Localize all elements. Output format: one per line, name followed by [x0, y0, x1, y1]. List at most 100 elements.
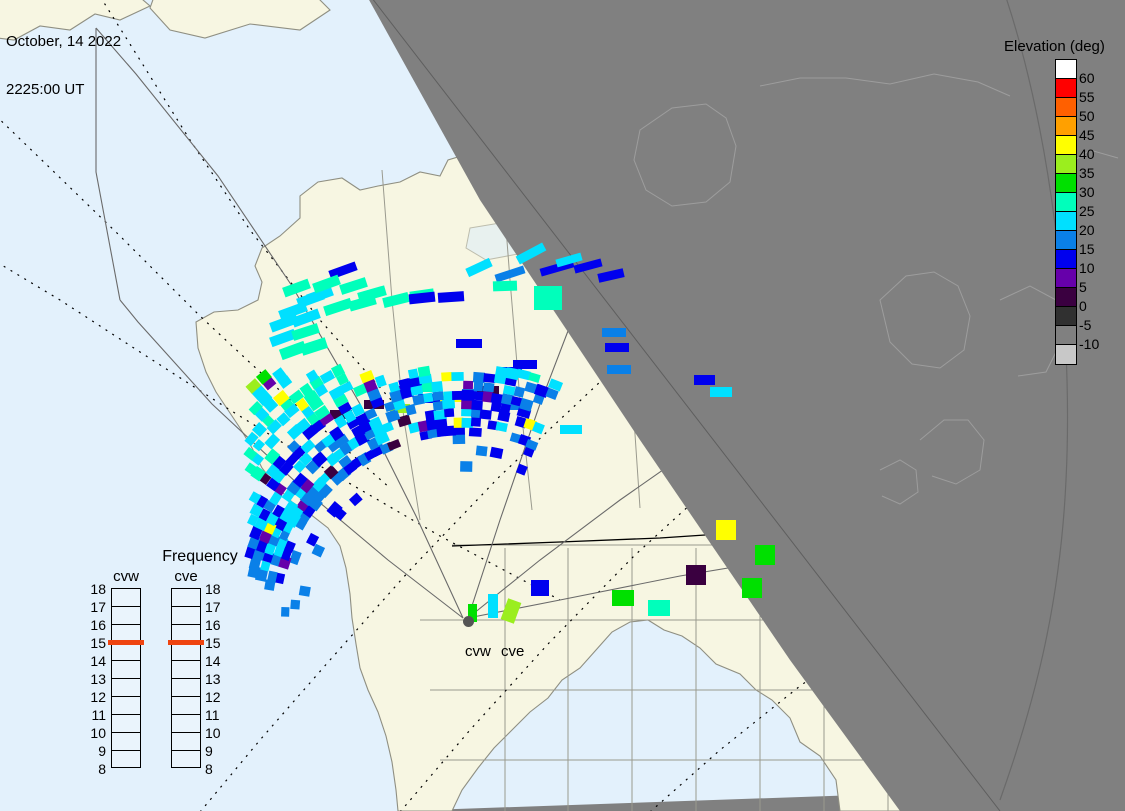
backscatter-cell	[339, 277, 368, 295]
backscatter-cell	[451, 371, 464, 382]
backscatter-cell	[710, 387, 732, 397]
backscatter-cell	[330, 410, 352, 419]
backscatter-cell	[311, 451, 328, 468]
frequency-cell	[172, 661, 200, 679]
backscatter-cell	[398, 378, 411, 392]
backscatter-cell	[245, 378, 262, 394]
backscatter-cell	[456, 339, 482, 348]
backscatter-cell	[465, 257, 493, 278]
colorbar-band-12	[1056, 288, 1076, 307]
backscatter-cell	[483, 373, 497, 384]
backscatter-cell	[479, 409, 492, 420]
backscatter-cell	[716, 520, 736, 540]
backscatter-cell	[444, 408, 455, 418]
backscatter-cell	[694, 375, 715, 385]
backscatter-cell	[460, 461, 473, 472]
backscatter-cell	[305, 369, 320, 383]
backscatter-cell	[300, 439, 316, 454]
backscatter-cell	[742, 578, 762, 598]
backscatter-cell	[311, 543, 326, 558]
backscatter-cell	[489, 446, 504, 459]
backscatter-cell	[279, 396, 294, 411]
frequency-legend: Frequency cvw 18 17 16 15 14 13 12 11 10 9 8 cve 1…	[88, 548, 308, 798]
backscatter-cell	[293, 460, 307, 474]
backscatter-cell	[461, 389, 475, 401]
backscatter-cell	[317, 482, 333, 499]
backscatter-cell	[471, 399, 483, 411]
backscatter-cell	[267, 570, 278, 584]
backscatter-cell	[290, 599, 301, 610]
backscatter-cell	[248, 491, 262, 505]
backscatter-cell	[278, 301, 308, 321]
frequency-cell	[172, 589, 200, 607]
backscatter-cell	[265, 463, 280, 478]
backscatter-cell	[278, 340, 308, 361]
colorbar-tick-0: 0	[1079, 298, 1087, 314]
backscatter-cell	[352, 383, 368, 397]
colorbar-band-6	[1056, 174, 1076, 193]
colorbar-tick--5: -5	[1079, 317, 1092, 333]
backscatter-cells	[243, 242, 775, 624]
backscatter-cell	[519, 397, 534, 412]
backscatter-cell	[268, 491, 283, 506]
backscatter-cell	[515, 242, 547, 265]
backscatter-cell	[260, 560, 271, 572]
backscatter-cell	[339, 381, 354, 394]
colorbar-band-1	[1056, 79, 1076, 98]
frequency-tick-cvw-14: 14	[90, 653, 106, 669]
backscatter-cell	[607, 365, 631, 374]
backscatter-cell	[412, 394, 426, 406]
colorbar-tick-60: 60	[1079, 70, 1095, 86]
backscatter-cell	[525, 438, 539, 451]
colorbar-band-5	[1056, 155, 1076, 174]
colorbar-tick-10: 10	[1079, 260, 1095, 276]
radar-site-label-cvw: cvw	[465, 643, 491, 660]
frequency-tick-cvw-10: 10	[90, 725, 106, 741]
backscatter-cell	[503, 401, 525, 410]
backscatter-cell	[325, 452, 340, 467]
frequency-cell	[172, 607, 200, 625]
backscatter-cell	[244, 431, 259, 447]
colorbar-title: Elevation (deg)	[1004, 38, 1105, 55]
colorbar-tick-45: 45	[1079, 127, 1095, 143]
backscatter-cell	[261, 375, 277, 391]
backscatter-cell	[274, 572, 286, 585]
frequency-tick-cve-16: 16	[205, 617, 221, 633]
backscatter-cell	[288, 549, 302, 566]
backscatter-cell	[468, 427, 482, 437]
backscatter-cell	[337, 401, 353, 415]
backscatter-cell	[432, 391, 444, 402]
backscatter-cell	[431, 381, 444, 393]
backscatter-cell	[461, 408, 474, 417]
backscatter-cell	[555, 252, 583, 268]
frequency-tick-cve-18: 18	[205, 581, 221, 597]
backscatter-cell	[269, 328, 297, 348]
colorbar-tick-25: 25	[1079, 203, 1095, 219]
backscatter-cell	[597, 268, 625, 283]
backscatter-cell	[531, 580, 549, 596]
backscatter-cell	[272, 367, 288, 383]
backscatter-cell	[328, 385, 345, 401]
backscatter-cell	[291, 323, 320, 341]
backscatter-cell	[299, 382, 314, 398]
frequency-marker-cve	[168, 640, 204, 645]
colorbar-tick-15: 15	[1079, 241, 1095, 257]
backscatter-cell	[423, 392, 434, 403]
backscatter-cell	[282, 278, 311, 298]
frequency-tick-cvw-15: 15	[90, 635, 106, 651]
colorbar-tick-40: 40	[1079, 146, 1095, 162]
frequency-tick-cve-10: 10	[205, 725, 221, 741]
backscatter-cell	[247, 513, 259, 527]
backscatter-cell	[286, 424, 304, 441]
backscatter-cell	[272, 389, 290, 407]
frequency-tick-cvw-16: 16	[90, 617, 106, 633]
backscatter-cell	[470, 408, 483, 419]
backscatter-cell	[312, 274, 341, 294]
colorbar-band-4	[1056, 136, 1076, 155]
colorbar-band-7	[1056, 193, 1076, 212]
map-outer-boundary	[999, 0, 1069, 801]
backscatter-cell	[605, 343, 629, 352]
backscatter-cell	[272, 504, 285, 518]
backscatter-cell	[259, 472, 272, 486]
